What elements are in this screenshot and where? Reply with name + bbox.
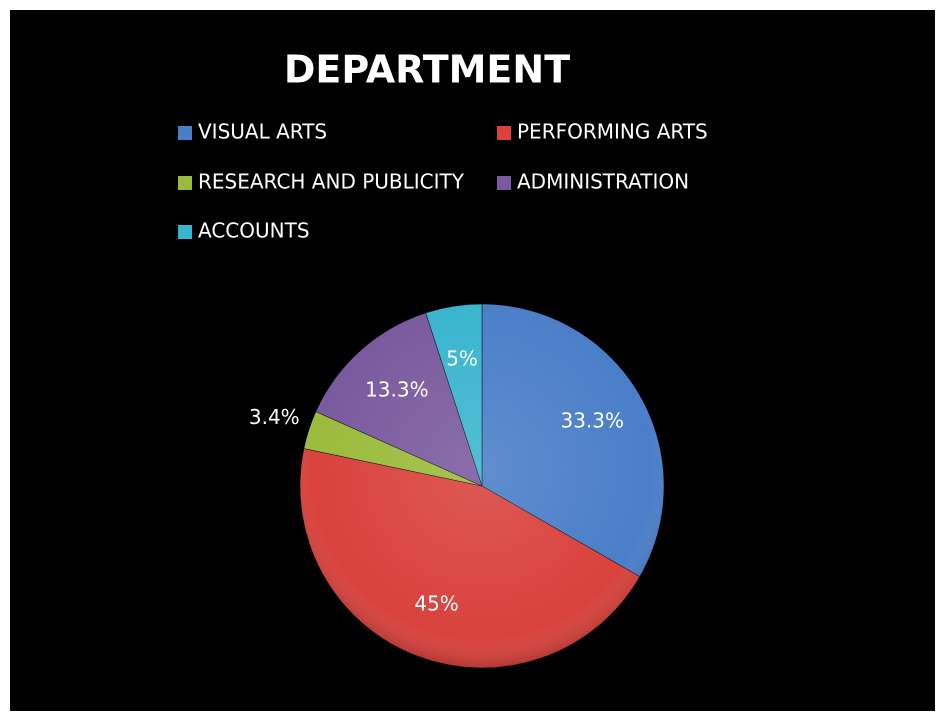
chart-title: DEPARTMENT — [284, 48, 570, 92]
legend-swatch — [178, 126, 192, 140]
legend-label: VISUAL ARTS — [198, 120, 327, 144]
data-label: 3.4% — [249, 405, 300, 429]
data-label: 13.3% — [365, 378, 429, 402]
legend-swatch — [497, 126, 511, 140]
legend-swatch — [497, 176, 511, 190]
legend-label: ADMINISTRATION — [517, 170, 689, 194]
legend-label: PERFORMING ARTS — [517, 120, 708, 144]
legend-label: ACCOUNTS — [198, 219, 310, 243]
legend-swatch — [178, 225, 192, 239]
data-label: 5% — [446, 347, 478, 371]
legend-swatch — [178, 176, 192, 190]
data-label: 33.3% — [560, 409, 624, 433]
legend-label: RESEARCH AND PUBLICITY — [198, 170, 465, 194]
data-label: 45% — [414, 592, 458, 616]
